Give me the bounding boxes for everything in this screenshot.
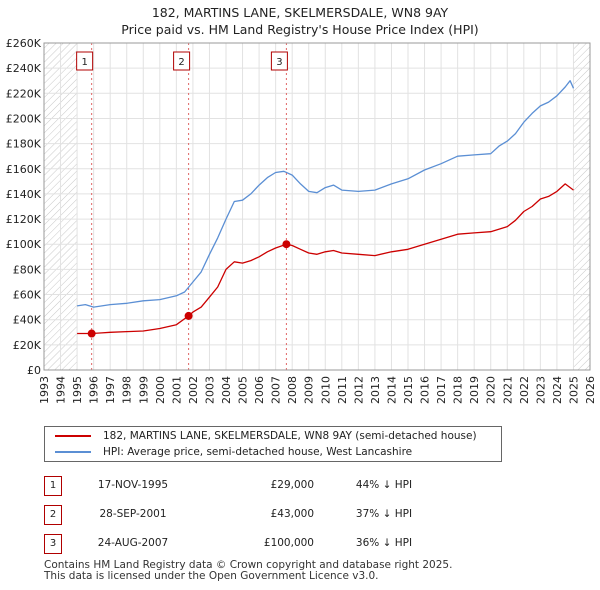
sale-badge-box xyxy=(173,51,191,71)
x-tick-label: 2014 xyxy=(385,376,398,404)
chart-title: 182, MARTINS LANE, SKELMERSDALE, WN8 9AY… xyxy=(0,4,600,38)
legend-item-property: 182, MARTINS LANE, SKELMERSDALE, WN8 9AY… xyxy=(55,428,477,444)
x-tick-label: 1993 xyxy=(38,376,51,404)
y-tick-label: £160K xyxy=(6,163,42,176)
transaction-hpi: 36% ↓ HPI xyxy=(355,537,413,549)
x-tick-label: 2011 xyxy=(336,376,349,404)
price-chart: 1 2 3 £0 £20K £40K £60K £80K £100K £120K £140K £16… xyxy=(6,37,597,404)
x-tick-label: 2025 xyxy=(567,376,580,404)
x-tick-label: 2008 xyxy=(286,376,299,404)
y-tick-label: £180K xyxy=(6,138,42,151)
x-tick-label: 2016 xyxy=(419,376,432,404)
transaction-badge: 1 xyxy=(44,476,62,496)
legend: 182, MARTINS LANE, SKELMERSDALE, WN8 9AY… xyxy=(44,426,502,462)
legend-label-hpi: HPI: Average price, semi-detached house,… xyxy=(103,446,413,458)
footer-licence: This data is licensed under the Open Gov… xyxy=(44,570,379,582)
x-tick-label: 2004 xyxy=(220,376,233,404)
chart-title-line2: Price paid vs. HM Land Registry's House … xyxy=(121,22,479,37)
transaction-badge: 3 xyxy=(44,534,62,554)
y-tick-label: £260K xyxy=(6,37,42,50)
x-tick-label: 2026 xyxy=(584,376,597,404)
transaction-date: 17-NOV-1995 xyxy=(97,479,169,491)
grid-lines xyxy=(43,42,591,371)
sale-point xyxy=(184,311,193,320)
transaction-badge: 2 xyxy=(44,505,62,525)
sale-points xyxy=(87,240,291,338)
x-tick-label: 2007 xyxy=(270,376,283,404)
x-tick-label: 2002 xyxy=(187,376,200,404)
x-tick-label: 2023 xyxy=(534,376,547,404)
x-tick-label: 2005 xyxy=(237,376,250,404)
transaction-price: £43,000 xyxy=(270,508,314,520)
x-tick-label: 2009 xyxy=(303,376,316,404)
transaction-price: £29,000 xyxy=(270,479,314,491)
x-tick-label: 2022 xyxy=(518,376,531,404)
x-tick-label: 2012 xyxy=(352,376,365,404)
x-tick-label: 2017 xyxy=(435,376,448,404)
x-tick-label: 2024 xyxy=(551,376,564,404)
series-line-hpi xyxy=(76,80,575,308)
x-tick-label: 2018 xyxy=(452,376,465,404)
x-tick-label: 2006 xyxy=(253,376,266,404)
series-lines xyxy=(76,80,575,335)
x-tick-label: 2020 xyxy=(485,376,498,404)
sale-badge-label: 3 xyxy=(276,57,282,68)
legend-item-hpi: HPI: Average price, semi-detached house,… xyxy=(55,444,412,460)
series-line-property xyxy=(77,183,574,335)
y-tick-label: £60K xyxy=(13,289,42,302)
x-tick-label: 2015 xyxy=(402,376,415,404)
sale-badge-box xyxy=(76,51,94,71)
y-tick-label: £120K xyxy=(6,213,42,226)
plot-border xyxy=(43,42,591,371)
y-tick-label: £0 xyxy=(27,364,41,377)
sale-badge-label: 1 xyxy=(81,57,87,68)
sale-point xyxy=(87,329,96,338)
x-tick-label: 2021 xyxy=(501,376,514,404)
y-tick-label: £220K xyxy=(6,87,42,100)
footer-copyright: Contains HM Land Registry data © Crown c… xyxy=(44,559,453,571)
transaction-price: £100,000 xyxy=(263,537,314,549)
x-tick-label: 2019 xyxy=(468,376,481,404)
sale-badges: 1 2 3 xyxy=(76,51,288,71)
sale-badge-label: 2 xyxy=(178,57,184,68)
x-tick-label: 1996 xyxy=(88,376,101,404)
y-tick-label: £20K xyxy=(13,339,42,352)
x-tick-label: 1994 xyxy=(55,376,68,404)
x-tick-label: 2013 xyxy=(369,376,382,404)
plot-area xyxy=(44,43,590,370)
y-tick-label: £140K xyxy=(6,188,42,201)
sale-point xyxy=(282,240,291,249)
y-tick-label: £240K xyxy=(6,62,42,75)
footer: Contains HM Land Registry data © Crown c… xyxy=(44,560,452,582)
transaction-hpi: 44% ↓ HPI xyxy=(355,479,413,491)
hatch-after-data xyxy=(573,43,590,370)
y-tick-label: £40K xyxy=(13,314,42,327)
y-tick-label: £80K xyxy=(13,263,42,276)
chart-title-line1: 182, MARTINS LANE, SKELMERSDALE, WN8 9AY xyxy=(151,5,449,20)
legend-label-property: 182, MARTINS LANE, SKELMERSDALE, WN8 9AY… xyxy=(103,430,477,442)
x-tick-label: 2010 xyxy=(319,376,332,404)
transaction-hpi: 37% ↓ HPI xyxy=(355,508,413,520)
axes: £0 £20K £40K £60K £80K £100K £120K £140K £160K £1… xyxy=(6,37,597,404)
x-tick-label: 2001 xyxy=(170,376,183,404)
legend-swatch-hpi xyxy=(55,451,91,453)
x-tick-label: 1999 xyxy=(137,376,150,404)
sale-badge-box xyxy=(270,51,288,71)
x-tick-label: 1998 xyxy=(121,376,134,404)
transaction-date: 24-AUG-2007 xyxy=(97,537,169,549)
x-tick-label: 1997 xyxy=(104,376,117,404)
transaction-date: 28-SEP-2001 xyxy=(99,508,167,520)
x-tick-label: 2000 xyxy=(154,376,167,404)
x-tick-label: 2003 xyxy=(203,376,216,404)
y-tick-label: £100K xyxy=(6,238,42,251)
legend-swatch-property xyxy=(55,435,91,437)
y-tick-label: £200K xyxy=(6,112,42,125)
x-tick-label: 1995 xyxy=(71,376,84,404)
